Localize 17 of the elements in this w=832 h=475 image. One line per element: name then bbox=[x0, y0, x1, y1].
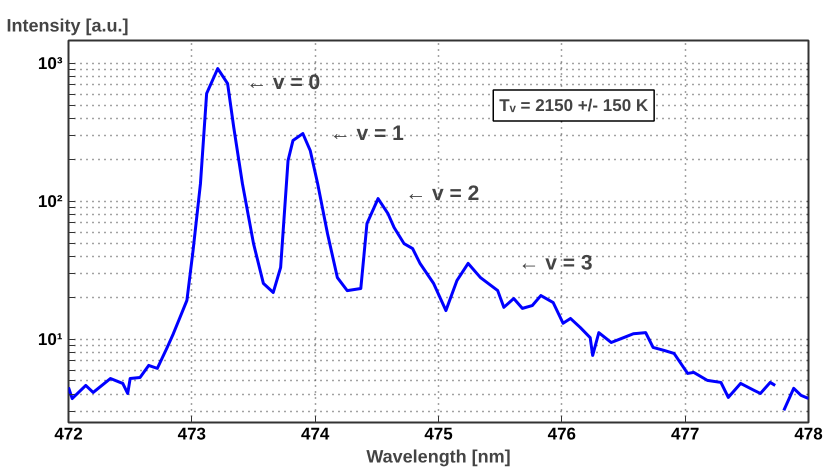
annotation: ← v = 0 bbox=[246, 71, 320, 94]
y-tick-label: 10¹ bbox=[38, 330, 63, 349]
y-tick-label: 10³ bbox=[38, 54, 63, 74]
annotation: ← v = 1 bbox=[330, 122, 404, 146]
x-tick-label: 473 bbox=[178, 424, 206, 444]
x-axis-title: Wavelength [nm] bbox=[366, 446, 511, 466]
annotation: Tᵥ = 2150 +/- 150 K bbox=[499, 96, 649, 115]
y-tick-label: 10² bbox=[38, 192, 63, 212]
x-tick-label: 476 bbox=[548, 424, 576, 444]
x-tick-label: 472 bbox=[54, 424, 83, 444]
x-tick-label: 474 bbox=[300, 424, 330, 444]
x-tick-label: 478 bbox=[794, 424, 823, 444]
x-tick-label: 477 bbox=[670, 424, 700, 444]
x-tick-label: 475 bbox=[424, 424, 453, 444]
y-axis-title: Intensity [a.u.] bbox=[6, 16, 129, 36]
annotation: ← v = 3 bbox=[518, 251, 593, 274]
annotation: ← v = 2 bbox=[405, 182, 480, 206]
